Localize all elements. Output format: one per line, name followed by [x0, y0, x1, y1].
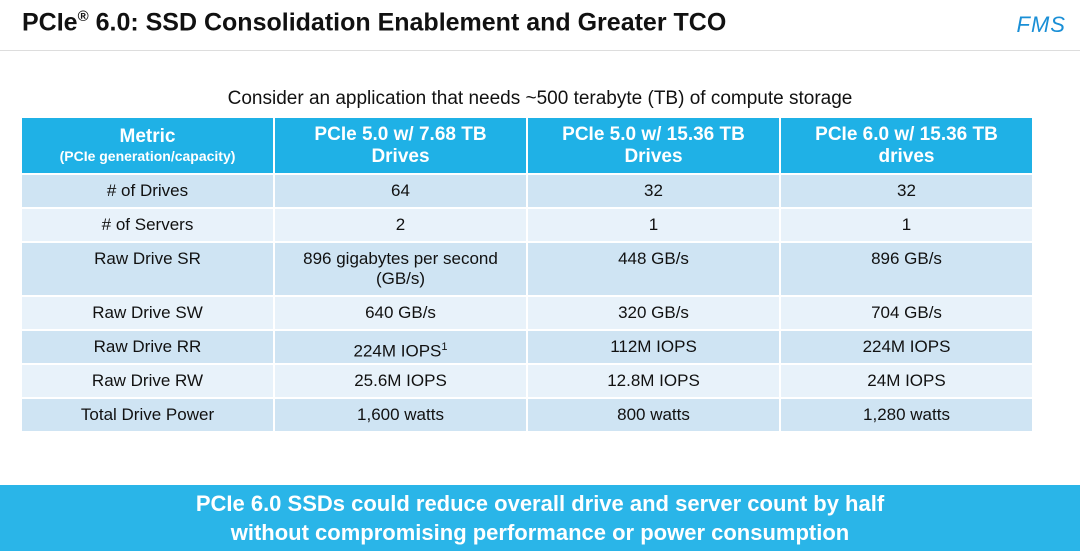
cell-text: 224M IOPS — [353, 341, 442, 361]
table-cell: 24M IOPS — [781, 365, 1032, 397]
title-rest: 6.0: SSD Consolidation Enablement and Gr… — [88, 8, 727, 37]
comparison-table: Metric (PCIe generation/capacity) PCIe 5.0… — [20, 116, 1034, 433]
table-cell: 224M IOPS1 — [275, 331, 526, 363]
table-cell: Raw Drive RW — [22, 365, 273, 397]
table-cell: 1,280 watts — [781, 399, 1032, 431]
column-subtitle: (PCIe generation/capacity) — [59, 148, 236, 164]
table-cell: Raw Drive SW — [22, 297, 273, 329]
table-cell: 1 — [781, 209, 1032, 241]
slide-title: PCIe® 6.0: SSD Consolidation Enablement … — [22, 8, 726, 37]
table-cell: 896 GB/s — [781, 243, 1032, 295]
table-cell: 896 gigabytes per second (GB/s) — [275, 243, 526, 295]
table-cell: 224M IOPS — [781, 331, 1032, 363]
table-row: Raw Drive RW 25.6M IOPS 12.8M IOPS 24M IOPS — [22, 365, 1032, 397]
table-cell: Raw Drive SR — [22, 243, 273, 295]
title-prefix: PCIe — [22, 8, 78, 37]
column-title: PCIe 5.0 w/ 15.36 TB Drives — [562, 123, 745, 167]
column-header: PCIe 5.0 w/ 15.36 TB Drives — [528, 118, 779, 173]
table-cell: 64 — [275, 175, 526, 207]
banner-line: without compromising performance or powe… — [230, 520, 850, 545]
table-cell: # of Drives — [22, 175, 273, 207]
table-row: Raw Drive SW 640 GB/s 320 GB/s 704 GB/s — [22, 297, 1032, 329]
column-header: PCIe 6.0 w/ 15.36 TB drives — [781, 118, 1032, 173]
table-cell: 32 — [528, 175, 779, 207]
table-row: # of Servers 2 1 1 — [22, 209, 1032, 241]
table-cell: 32 — [781, 175, 1032, 207]
table-cell: Total Drive Power — [22, 399, 273, 431]
table-cell: Raw Drive RR — [22, 331, 273, 363]
table-row: Total Drive Power 1,600 watts 800 watts 1,2… — [22, 399, 1032, 431]
divider — [0, 50, 1080, 51]
title-mark: ® — [77, 8, 89, 25]
column-title: Metric — [119, 126, 176, 147]
footnote-mark: 1 — [441, 341, 448, 353]
table-row: Raw Drive SR 896 gigabytes per second (GB… — [22, 243, 1032, 295]
table-cell: 448 GB/s — [528, 243, 779, 295]
table-cell: 12.8M IOPS — [528, 365, 779, 397]
column-header: Metric (PCIe generation/capacity) — [22, 118, 273, 173]
subtitle: Consider an application that needs ~500 … — [227, 88, 853, 109]
banner: PCIe 6.0 SSDs could reduce overall drive… — [0, 485, 1080, 551]
table-cell: 704 GB/s — [781, 297, 1032, 329]
column-title: PCIe 6.0 w/ 15.36 TB drives — [815, 123, 998, 167]
table-row: # of Drives 64 32 32 — [22, 175, 1032, 207]
table-cell: # of Servers — [22, 209, 273, 241]
column-header: PCIe 5.0 w/ 7.68 TB Drives — [275, 118, 526, 173]
table-cell: 1 — [528, 209, 779, 241]
table-cell: 640 GB/s — [275, 297, 526, 329]
banner-line: PCIe 6.0 SSDs could reduce overall drive… — [195, 491, 885, 516]
column-title: PCIe 5.0 w/ 7.68 TB Drives — [314, 123, 487, 167]
table-row: Raw Drive RR 224M IOPS1 112M IOPS 224M IOPS — [22, 331, 1032, 363]
table-cell: 2 — [275, 209, 526, 241]
table-cell: 25.6M IOPS — [275, 365, 526, 397]
table-cell: 800 watts — [528, 399, 779, 431]
logo: FMS — [1016, 12, 1066, 37]
table-cell: 112M IOPS — [528, 331, 779, 363]
table-cell: 1,600 watts — [275, 399, 526, 431]
table-cell: 320 GB/s — [528, 297, 779, 329]
header-row: Metric (PCIe generation/capacity) PCIe 5.0… — [22, 118, 1032, 173]
